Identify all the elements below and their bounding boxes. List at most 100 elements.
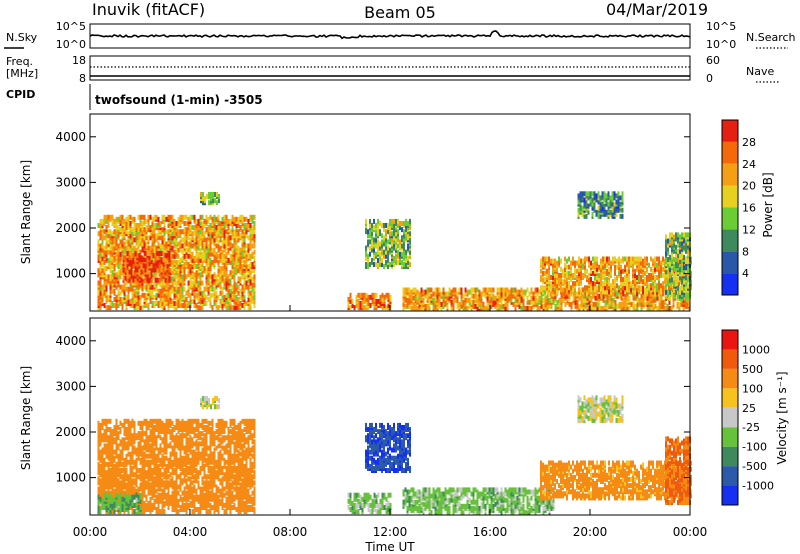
echo-cell <box>367 301 370 306</box>
echo-cell <box>155 223 158 228</box>
echo-cell <box>359 301 362 306</box>
echo-cell <box>148 277 151 283</box>
echo-cell <box>107 274 110 280</box>
echo-cell <box>151 221 154 226</box>
echo-cell <box>211 251 214 257</box>
echo-cell <box>183 262 186 267</box>
echo-cell <box>139 266 142 272</box>
echo-cell <box>209 245 212 251</box>
echo-cell <box>145 298 148 304</box>
echo-cell <box>223 268 226 274</box>
echo-cell <box>221 249 224 255</box>
echo-cell <box>124 267 127 273</box>
echo-cell <box>379 301 382 306</box>
echo-cell <box>173 286 176 292</box>
echo-cell <box>101 422 104 428</box>
echo-cell <box>412 287 415 293</box>
echo-cell <box>650 256 652 262</box>
echo-cell <box>229 305 232 311</box>
echo-cell <box>371 292 374 298</box>
echo-cell <box>367 257 369 263</box>
echo-cell <box>209 214 212 220</box>
echo-cell <box>658 268 660 274</box>
echo-cell <box>229 235 232 241</box>
echo-cell <box>496 287 499 293</box>
echo-cell <box>185 296 188 302</box>
echo-cell <box>217 259 220 265</box>
echo-cell <box>121 305 124 311</box>
echo-cell <box>109 305 112 311</box>
echo-cell <box>432 291 435 297</box>
echo-cell <box>131 290 134 296</box>
echo-cell <box>572 281 574 287</box>
echo-cell <box>564 287 566 293</box>
echo-cell <box>111 245 114 251</box>
echo-cell <box>462 306 465 311</box>
echo-cell <box>450 299 453 305</box>
echo-cell <box>656 262 658 268</box>
echo-cell <box>385 259 387 265</box>
echo-cell <box>152 253 155 259</box>
echo-cell <box>117 276 120 282</box>
echo-cell <box>179 257 182 263</box>
echo-cell <box>552 258 554 264</box>
nsky-right-bottom-tick: 10^0 <box>706 38 736 51</box>
echo-cell <box>644 270 646 276</box>
echo-cell <box>585 213 588 219</box>
echo-cell <box>107 278 110 284</box>
echo-cell <box>233 305 236 311</box>
nsky-left-bottom-tick: 10^0 <box>56 38 86 51</box>
echo-cell <box>605 193 608 199</box>
echo-cell <box>134 261 137 267</box>
echo-cell <box>217 233 220 239</box>
echo-cell <box>241 268 244 274</box>
echo-cell <box>673 281 675 287</box>
echo-cell <box>115 294 118 300</box>
echo-cell <box>558 301 561 307</box>
echo-cell <box>542 303 545 309</box>
echo-cell <box>542 297 545 303</box>
echo-cell <box>578 287 580 293</box>
echo-cell <box>221 253 224 259</box>
echo-cell <box>145 292 148 298</box>
echo-cell <box>229 270 232 276</box>
echo-cell <box>586 256 588 262</box>
echo-cell <box>617 199 620 205</box>
echo-cell <box>379 245 381 251</box>
echo-cell <box>634 272 636 278</box>
echo-cell <box>395 255 397 261</box>
echo-cell <box>101 243 104 249</box>
echo-cell <box>221 276 224 282</box>
echo-cell <box>173 305 176 311</box>
echo-cell <box>219 282 222 288</box>
echo-cell <box>167 290 170 296</box>
echo-cell <box>367 253 369 259</box>
echo-cell <box>624 299 627 305</box>
echo-cell <box>405 227 407 233</box>
echo-cell <box>403 249 405 255</box>
echo-cell <box>412 301 415 307</box>
echo-cell <box>164 277 167 283</box>
echo-cell <box>606 297 609 303</box>
echo-cell <box>197 218 200 224</box>
echo-cell <box>669 277 671 283</box>
echo-cell <box>586 275 588 280</box>
echo-cell <box>584 293 587 299</box>
echo-cell <box>237 264 240 269</box>
echo-cell <box>687 232 689 238</box>
echo-cell <box>163 214 166 220</box>
echo-cell <box>403 262 405 267</box>
echo-cell <box>175 259 178 265</box>
echo-cell <box>570 260 572 266</box>
echo-cell <box>644 281 646 287</box>
echo-cell <box>652 301 655 307</box>
echo-cell <box>375 251 377 257</box>
echo-cell <box>165 247 168 253</box>
echo-cell <box>395 237 397 243</box>
power-colorbar-tick: 28 <box>742 136 756 149</box>
echo-cell <box>160 267 163 273</box>
echo-cell <box>97 445 100 451</box>
echo-cell <box>566 270 568 276</box>
echo-cell <box>130 273 133 279</box>
echo-cell <box>671 252 673 258</box>
